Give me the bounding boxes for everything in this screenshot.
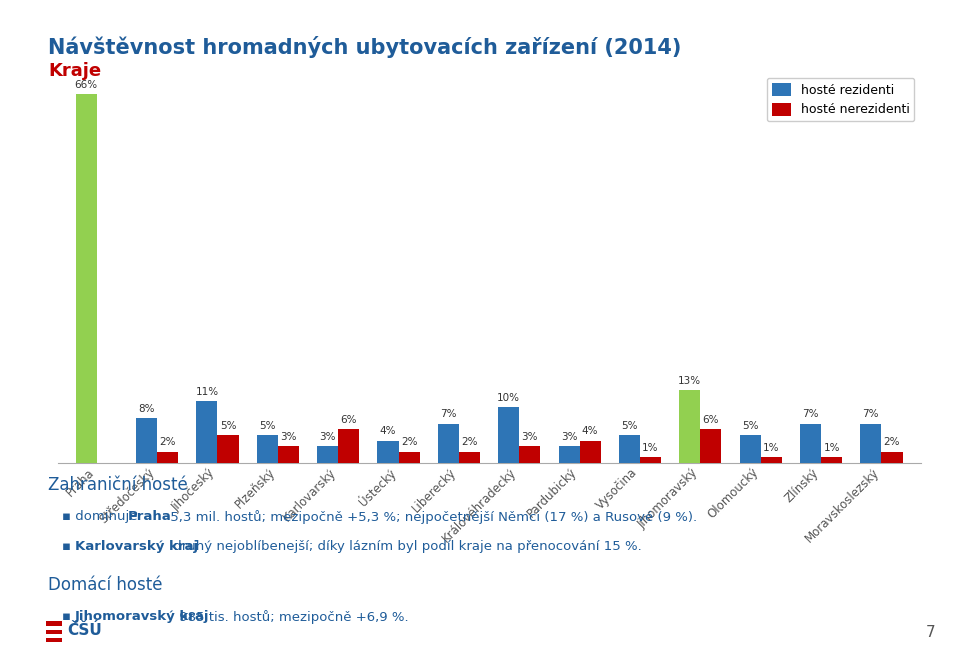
Bar (317, 446, 339, 463)
Text: ▪: ▪ (62, 610, 76, 623)
Text: ▪: ▪ (62, 540, 76, 553)
Text: 5,3 mil. hostů; meziроčně +5,3 %; nejpočetnější Němci (17 %) a Rusové (9 %).: 5,3 mil. hostů; meziроčně +5,3 %; nejpoč… (166, 510, 697, 524)
Legend: hosté rezidenti, hosté nerezidenti: hosté rezidenti, hosté nerezidenti (767, 78, 914, 121)
Bar (378, 441, 399, 463)
Bar (619, 435, 640, 463)
Text: 3%: 3% (561, 432, 577, 441)
Bar (821, 457, 842, 463)
Text: Kraje: Kraje (48, 62, 101, 80)
Text: 4%: 4% (380, 426, 396, 436)
Bar (278, 446, 299, 463)
Text: 5%: 5% (220, 421, 236, 430)
Bar (679, 391, 700, 463)
Bar (558, 446, 579, 463)
Bar (136, 418, 157, 463)
Text: 2%: 2% (159, 437, 175, 447)
Bar (197, 402, 218, 463)
Bar (399, 452, 420, 463)
Bar (257, 435, 278, 463)
Text: 2%: 2% (401, 437, 417, 447)
Bar (760, 457, 782, 463)
Bar (339, 430, 360, 463)
Bar (519, 446, 540, 463)
Text: 2%: 2% (461, 437, 478, 447)
Text: 1%: 1% (824, 443, 840, 453)
Bar (679, 457, 700, 463)
Text: 6%: 6% (703, 415, 719, 425)
Bar (860, 424, 881, 463)
Text: 7: 7 (925, 625, 935, 640)
FancyBboxPatch shape (46, 638, 61, 642)
Text: Karlovarský kraj: Karlovarský kraj (75, 540, 198, 553)
Text: 1%: 1% (763, 443, 780, 453)
Text: Zahraniční hosté: Zahraniční hosté (48, 476, 188, 494)
Text: Praha: Praha (128, 510, 172, 523)
Text: 7%: 7% (803, 409, 819, 419)
Bar (459, 452, 480, 463)
Text: 3%: 3% (522, 432, 538, 441)
Bar (218, 435, 239, 463)
Text: 8%: 8% (138, 404, 154, 414)
Text: 7%: 7% (862, 409, 879, 419)
Bar (579, 441, 600, 463)
Text: 2%: 2% (884, 437, 901, 447)
Text: Jihomoravský kraj: Jihomoravský kraj (75, 610, 209, 623)
Bar (438, 424, 459, 463)
Text: 4%: 4% (582, 426, 598, 436)
Text: Domácí hosté: Domácí hosté (48, 576, 162, 594)
Text: 3%: 3% (319, 432, 336, 441)
Text: 6%: 6% (340, 415, 357, 425)
Text: 1%: 1% (682, 443, 698, 453)
Text: 10%: 10% (75, 393, 98, 402)
Text: 1%: 1% (643, 443, 659, 453)
Bar (157, 452, 178, 463)
FancyBboxPatch shape (46, 630, 61, 634)
Bar (739, 435, 760, 463)
Text: ČŠÚ: ČŠÚ (67, 623, 103, 638)
Text: 10%: 10% (497, 393, 520, 402)
Text: 5%: 5% (259, 421, 275, 430)
FancyBboxPatch shape (46, 621, 61, 626)
Text: druhý nejoblíbenejší; díky lázním byl podíl kraje na přenocování 15 %.: druhý nejoblíbenejší; díky lázním byl po… (169, 540, 642, 553)
Bar (498, 407, 519, 463)
Text: 5%: 5% (621, 421, 638, 430)
Text: Návštěvnost hromadných ubytovacích zařízení (2014): Návštěvnost hromadných ubytovacích zaříz… (48, 36, 681, 58)
Text: 7%: 7% (440, 409, 456, 419)
Text: 5%: 5% (742, 421, 759, 430)
Text: ▪ dominuje: ▪ dominuje (62, 510, 142, 523)
Bar (800, 424, 821, 463)
Bar (640, 457, 661, 463)
Bar (76, 94, 97, 463)
Bar (881, 452, 902, 463)
Bar (700, 430, 721, 463)
Text: 985 tis. hostů; meziроčně +6,9 %.: 985 tis. hostů; meziроčně +6,9 %. (175, 610, 409, 623)
Text: 66%: 66% (75, 80, 98, 89)
Bar (76, 407, 97, 463)
Text: 13%: 13% (678, 376, 701, 386)
Text: 11%: 11% (196, 387, 219, 397)
Text: 3%: 3% (280, 432, 296, 441)
